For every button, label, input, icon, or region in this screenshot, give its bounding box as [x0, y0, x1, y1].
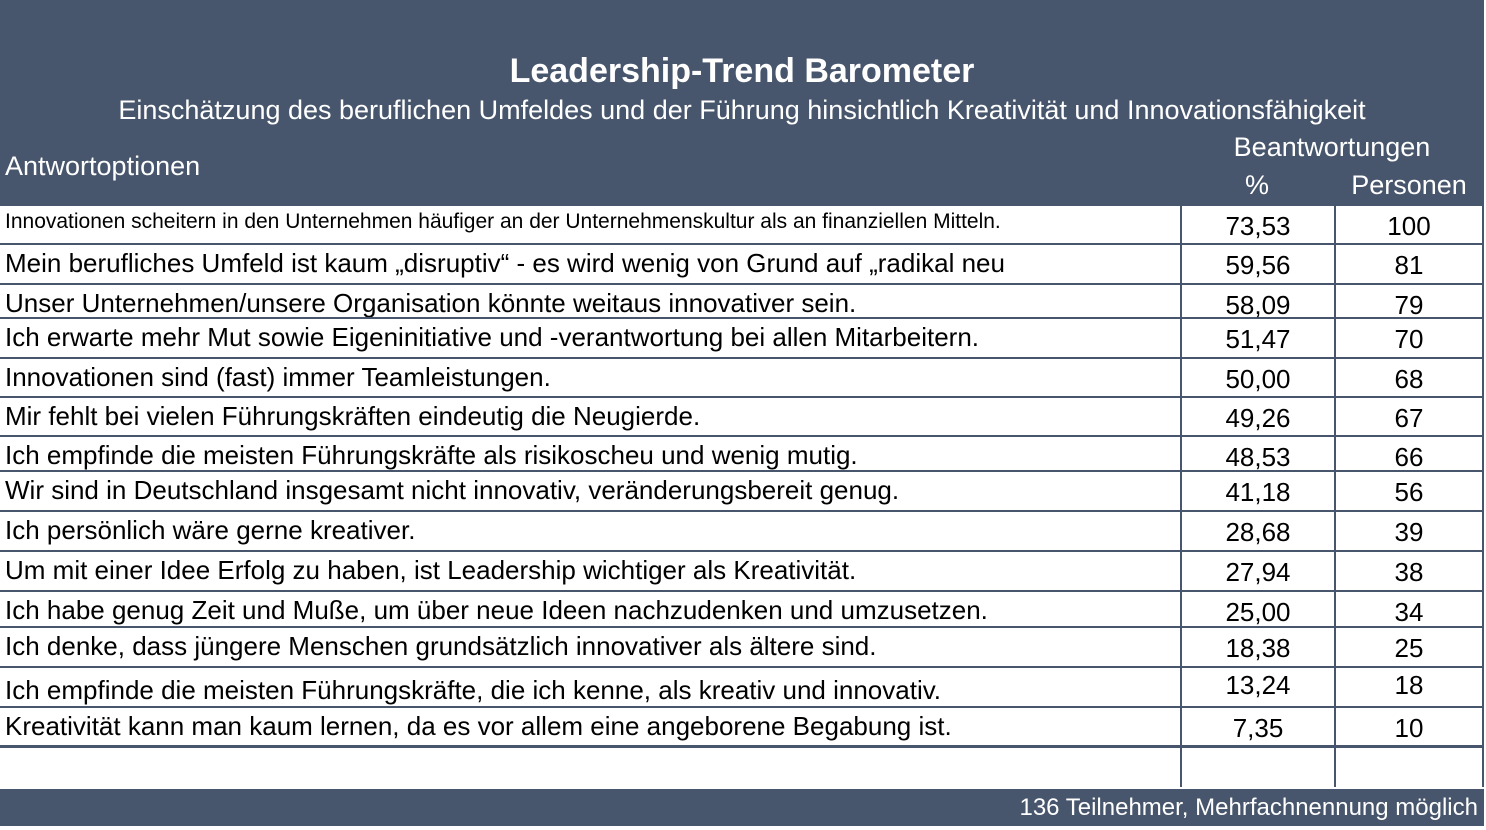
column-header-options: Antwortoptionen — [5, 151, 201, 181]
table-body: Innovationen scheitern in den Unternehme… — [0, 206, 1484, 787]
persons-cell[interactable]: 67 — [1334, 398, 1484, 435]
percent-cell[interactable]: 18,38 — [1180, 628, 1334, 666]
percent-cell[interactable]: 50,00 — [1180, 359, 1334, 396]
persons-cell[interactable]: 81 — [1334, 245, 1484, 283]
answer-option-cell[interactable]: Um mit einer Idee Erfolg zu haben, ist L… — [5, 555, 857, 585]
table-row[interactable]: Um mit einer Idee Erfolg zu haben, ist L… — [0, 552, 1484, 592]
answer-option-cell[interactable]: Ich denke, dass jüngere Menschen grundsä… — [5, 631, 877, 661]
answer-option-cell[interactable]: Innovationen scheitern in den Unternehme… — [5, 210, 1001, 233]
table-row[interactable]: Kreativität kann man kaum lernen, da es … — [0, 708, 1484, 748]
table-row[interactable]: Ich denke, dass jüngere Menschen grundsä… — [0, 628, 1484, 668]
percent-cell[interactable]: 59,56 — [1180, 245, 1334, 283]
percent-cell[interactable]: 48,53 — [1180, 437, 1334, 472]
persons-cell[interactable]: 79 — [1334, 285, 1484, 320]
percent-cell[interactable]: 13,24 — [1180, 668, 1334, 706]
table-row[interactable]: Mir fehlt bei vielen Führungskräften ein… — [0, 398, 1484, 437]
table-row[interactable]: Ich habe genug Zeit und Muße, um über ne… — [0, 592, 1484, 628]
table-row[interactable]: Ich erwarte mehr Mut sowie Eigeninitiati… — [0, 319, 1484, 359]
percent-cell[interactable]: 25,00 — [1180, 592, 1334, 627]
percent-cell[interactable]: 27,94 — [1180, 552, 1334, 590]
percent-cell[interactable]: 41,18 — [1180, 472, 1334, 510]
answer-option-cell[interactable]: Ich empfinde die meisten Führungskräfte … — [5, 440, 858, 470]
persons-cell[interactable]: 39 — [1334, 512, 1484, 550]
page-subtitle: Einschätzung des beruflichen Umfeldes un… — [118, 95, 1366, 125]
answer-option-cell[interactable]: Unser Unternehmen/unsere Organisation kö… — [5, 288, 857, 317]
table-row[interactable]: Innovationen scheitern in den Unternehme… — [0, 206, 1484, 245]
table-row[interactable]: Unser Unternehmen/unsere Organisation kö… — [0, 285, 1484, 320]
empty-row[interactable] — [0, 748, 1484, 787]
persons-cell[interactable]: 100 — [1334, 206, 1484, 243]
empty-cell[interactable] — [1334, 748, 1484, 787]
table-row[interactable]: Ich empfinde die meisten Führungskräfte … — [0, 437, 1484, 472]
answer-option-cell[interactable]: Ich persönlich wäre gerne kreativer. — [5, 515, 416, 545]
participants-note: 136 Teilnehmer, Mehrfachnennung möglich — [1019, 794, 1478, 821]
answer-option-cell[interactable]: Kreativität kann man kaum lernen, da es … — [5, 711, 952, 741]
percent-cell[interactable]: 7,35 — [1180, 708, 1334, 745]
page-title: Leadership-Trend Barometer — [509, 52, 975, 90]
table-row[interactable]: Ich persönlich wäre gerne kreativer. 28,… — [0, 512, 1484, 552]
persons-cell[interactable]: 70 — [1334, 319, 1484, 357]
answer-option-cell[interactable]: Innovationen sind (fast) immer Teamleist… — [5, 362, 551, 392]
table-row[interactable]: Mein berufliches Umfeld ist kaum „disrup… — [0, 245, 1484, 285]
answer-option-cell[interactable]: Ich empfinde die meisten Führungskräfte,… — [5, 675, 942, 705]
column-header-persons: Personen — [1351, 170, 1467, 200]
percent-cell[interactable]: 51,47 — [1180, 319, 1334, 357]
answer-option-cell[interactable]: Wir sind in Deutschland insgesamt nicht … — [5, 475, 900, 505]
answer-option-cell[interactable]: Ich habe genug Zeit und Muße, um über ne… — [5, 595, 988, 625]
table-row[interactable]: Wir sind in Deutschland insgesamt nicht … — [0, 472, 1484, 512]
empty-cell[interactable] — [0, 748, 1180, 787]
persons-cell[interactable]: 38 — [1334, 552, 1484, 590]
table-footer: 136 Teilnehmer, Mehrfachnennung möglich — [0, 789, 1484, 826]
percent-cell[interactable]: 73,53 — [1180, 206, 1334, 243]
table-row[interactable]: Innovationen sind (fast) immer Teamleist… — [0, 359, 1484, 398]
table-row[interactable]: Ich empfinde die meisten Führungskräfte,… — [0, 668, 1484, 708]
persons-cell[interactable]: 34 — [1334, 592, 1484, 627]
empty-cell[interactable] — [1180, 748, 1334, 787]
column-header-answers: Beantwortungen — [1233, 132, 1431, 162]
table-header: Leadership-Trend Barometer Einschätzung … — [0, 0, 1484, 206]
percent-cell[interactable]: 49,26 — [1180, 398, 1334, 435]
persons-cell[interactable]: 25 — [1334, 628, 1484, 666]
percent-cell[interactable]: 58,09 — [1180, 285, 1334, 320]
answer-option-cell[interactable]: Ich erwarte mehr Mut sowie Eigeninitiati… — [5, 322, 980, 352]
persons-cell[interactable]: 10 — [1334, 708, 1484, 745]
column-header-percent: % — [1244, 170, 1269, 200]
answer-option-cell[interactable]: Mir fehlt bei vielen Führungskräften ein… — [5, 401, 701, 431]
persons-cell[interactable]: 66 — [1334, 437, 1484, 472]
persons-cell[interactable]: 68 — [1334, 359, 1484, 396]
answer-option-cell[interactable]: Mein berufliches Umfeld ist kaum „disrup… — [5, 248, 1005, 278]
persons-cell[interactable]: 18 — [1334, 668, 1484, 706]
persons-cell[interactable]: 56 — [1334, 472, 1484, 510]
percent-cell[interactable]: 28,68 — [1180, 512, 1334, 550]
